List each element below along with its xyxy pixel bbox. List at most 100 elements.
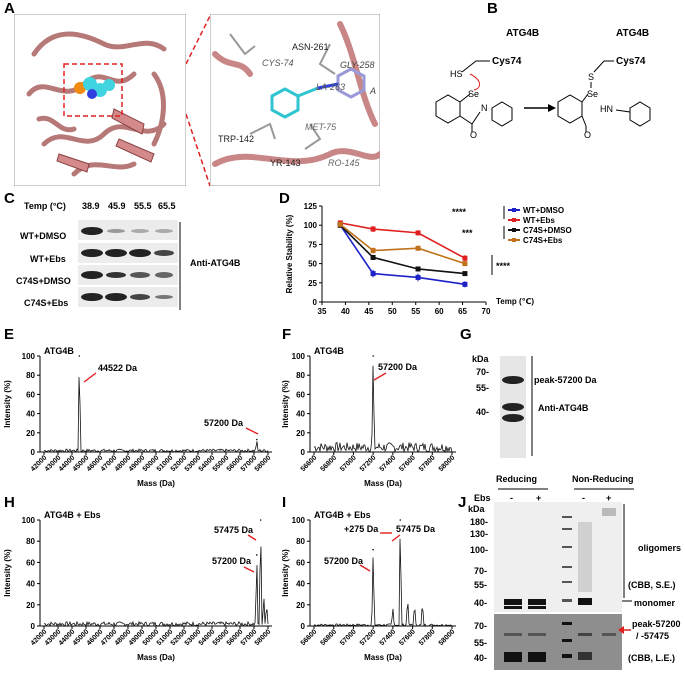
peak-annotation: 57475 Da	[214, 525, 254, 535]
y-axis-title: Intensity (%)	[281, 549, 290, 597]
x-tick-label: 56600	[300, 628, 319, 647]
legend-marker	[512, 228, 516, 232]
data-point	[462, 261, 468, 267]
y-tick-label: 80	[296, 371, 305, 380]
chart-h: ATG4B + Ebs02040608010042000430004400045…	[3, 510, 272, 662]
annotation-line	[391, 534, 401, 542]
temp-555: 55.5	[134, 201, 152, 211]
x-tick-label: 45	[364, 307, 373, 316]
marker-55-top: 55-	[474, 580, 488, 590]
data-point	[370, 226, 376, 232]
band	[81, 227, 103, 235]
peak-annotation: 57475 Da	[396, 524, 436, 534]
annotation-line	[83, 372, 97, 383]
chart-e: ATG4B02040608010042000430004400045000460…	[3, 346, 272, 488]
monomer-tick	[622, 600, 632, 602]
y-tick-label: 100	[292, 352, 306, 361]
chart-title: ATG4B	[44, 346, 74, 356]
residue-label-pro145: RO-145	[328, 158, 361, 168]
y-axis-title: Intensity (%)	[281, 380, 290, 428]
legend-marker	[512, 238, 516, 242]
reaction-scheme: ATG4B Cys74 HS Se N O ATG4B Cys74 S Se H…	[435, 28, 651, 140]
y-axis-title: Intensity (%)	[3, 549, 12, 597]
y-axis-title: Intensity (%)	[3, 380, 12, 428]
y-tick-label: 100	[292, 516, 306, 525]
significance-2: ***	[462, 228, 473, 238]
data-point	[462, 255, 468, 261]
legend-marker	[512, 218, 516, 222]
chart-title: ATG4B + Ebs	[314, 510, 371, 520]
chart-title: ATG4B	[314, 346, 344, 356]
series-line	[339, 224, 466, 286]
antibody-label-c: Anti-ATG4B	[190, 258, 241, 268]
row-label-c74s-dmso: C74S+DMSO	[16, 276, 71, 286]
spectrum-trace	[43, 546, 269, 627]
y-tick-label: 60	[296, 558, 305, 567]
panel-label-e: E	[4, 326, 15, 343]
chart-d: 0 25 50 75 100 125 35 40 45 50 55 60 65 70 Temp (℃) Rel…	[285, 202, 572, 316]
se-label-right: Se	[587, 89, 598, 99]
nonreducing-monomer-band	[578, 598, 592, 605]
peak-label-j: peak-57200	[632, 619, 681, 629]
y-tick-label: 50	[308, 260, 317, 269]
panel-label-c: C	[4, 190, 15, 207]
y-tick-label: 100	[304, 221, 318, 230]
x-tick-label: 57600	[398, 454, 417, 473]
protein-structure-overview	[14, 14, 186, 186]
enzyme-label-right: ATG4B	[616, 28, 649, 39]
panel-label-f: F	[282, 326, 292, 343]
x-axis-title: Mass (Da)	[137, 653, 175, 662]
cys-label-left: Cys74	[492, 56, 522, 67]
y-tick-label: 80	[26, 371, 35, 380]
peak-label-g: peak-57200 Da	[534, 375, 597, 385]
peak-annotation: 57200 Da	[212, 556, 252, 566]
panel-label-d: D	[279, 190, 290, 207]
ebs-sign-2: +	[536, 493, 542, 503]
data-point	[370, 271, 376, 277]
peak-point	[255, 554, 258, 556]
legend-label: WT+Ebs	[523, 216, 555, 225]
peak-annotation: 44522 Da	[98, 363, 138, 373]
residue-label-cys74: CYS-74	[262, 58, 294, 68]
legend-label: C74S+Ebs	[523, 236, 563, 245]
y-tick-label: 20	[296, 429, 305, 438]
y-tick-label: 20	[26, 601, 35, 610]
data-point	[415, 230, 421, 236]
x-tick-label: 56800	[319, 454, 338, 473]
y-tick-label: 0	[31, 622, 36, 631]
x-tick-label: 58000	[438, 454, 457, 473]
x-tick-label: 57200	[359, 454, 378, 473]
hn-label: HN	[600, 104, 613, 114]
coomassie-gel	[494, 502, 622, 670]
row-label-wt-ebs: WT+Ebs	[30, 254, 66, 264]
panel-label-g: G	[460, 326, 472, 343]
enzyme-label-left: ATG4B	[506, 28, 539, 39]
residue-label-a: A	[369, 86, 376, 96]
ebs-sign-4: +	[606, 493, 612, 503]
x-tick-label: 57800	[418, 454, 437, 473]
y-tick-label: 0	[301, 448, 306, 457]
cys-label-right: Cys74	[616, 56, 646, 67]
x-tick-label: 57200	[359, 628, 378, 647]
series-line	[339, 223, 466, 265]
y-tick-label: 25	[308, 279, 317, 288]
y-tick-label: 125	[304, 202, 318, 211]
se-label-left: Se	[468, 89, 479, 99]
antibody-label-g: Anti-ATG4B	[538, 403, 589, 413]
cbb-se-label: (CBB, S.E.)	[628, 580, 676, 590]
x-tick-label: 57000	[339, 454, 358, 473]
x-tick-label: 57400	[379, 454, 398, 473]
reducing-label: Reducing	[496, 474, 538, 484]
hs-label: HS	[450, 69, 463, 79]
y-tick-label: 40	[296, 580, 305, 589]
x-axis-title: Mass (Da)	[137, 479, 175, 488]
x-tick-label: 56600	[300, 454, 319, 473]
chart-f: ATG4B 0 20 40 60 80 100 56600 56800 57000 57200 574…	[281, 346, 457, 488]
x-tick-label: 50	[388, 307, 397, 316]
marker-55-g: 55-	[476, 383, 490, 393]
x-tick-label: 40	[341, 307, 350, 316]
row-label-c74s-ebs: C74S+Ebs	[24, 298, 69, 308]
y-tick-label: 40	[296, 410, 305, 419]
y-tick-label: 75	[308, 240, 317, 249]
